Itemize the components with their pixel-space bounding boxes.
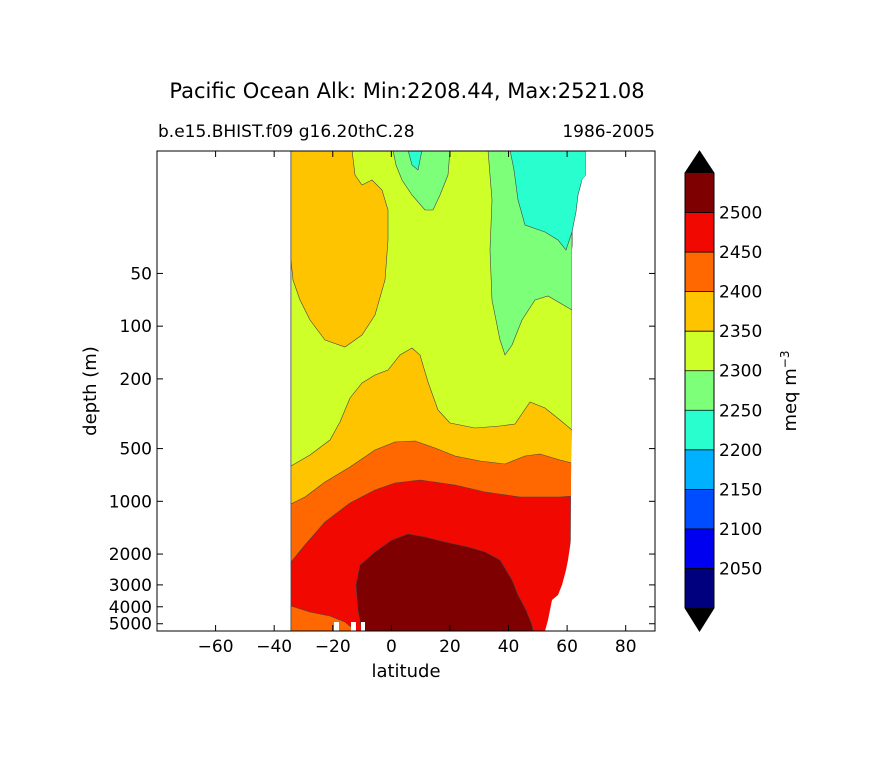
y-tick-label: 3000 (109, 576, 152, 596)
contour-band-2250-2300-small (392, 151, 451, 211)
colorbar: 2050 2100 2150 2200 2250 2300 2350 2400 2450 2500 (684, 150, 762, 632)
contour-band-2400-2450-bottom (290, 605, 357, 631)
colorbar-swatch (685, 410, 714, 450)
colorbar-swatch (685, 173, 714, 213)
colorbar-tick-label: 2250 (719, 401, 762, 421)
colorbar-extend-min (685, 608, 714, 631)
colorbar-swatch (685, 370, 714, 411)
colorbar-tick-label: 2400 (719, 283, 762, 303)
colorbar-label-exponent: −3 (778, 351, 792, 369)
colorbar-swatch (685, 449, 714, 490)
colorbar-tick-label: 2200 (719, 441, 762, 461)
x-tick-label: 60 (556, 637, 578, 657)
y-tick-label: 5000 (109, 615, 152, 635)
x-axis-ticks: −60 −40 −20 0 20 40 60 80 (198, 151, 637, 657)
colorbar-label: meq m−3 (778, 351, 801, 432)
x-tick-label: −40 (256, 637, 292, 657)
colorbar-tick-label: 2500 (719, 204, 762, 224)
contour-band-2200-2250-small (407, 151, 423, 171)
colorbar-swatch (685, 252, 714, 292)
y-tick-label: 50 (130, 264, 152, 284)
colorbar-swatch (685, 489, 714, 529)
colorbar-tick-label: 2450 (719, 243, 762, 263)
x-tick-label: −20 (315, 637, 351, 657)
seafloor-gap-1 (334, 622, 339, 631)
y-tick-label: 500 (120, 440, 152, 460)
colorbar-swatch (685, 528, 714, 569)
colorbar-swatch (685, 212, 714, 253)
colorbar-swatch (685, 291, 714, 332)
colorbar-tick-label: 2050 (719, 559, 762, 579)
y-tick-label: 100 (120, 317, 152, 337)
chart-title: Pacific Ocean Alk: Min:2208.44, Max:2521… (169, 79, 644, 103)
colorbar-tick-label: 2350 (719, 322, 762, 342)
svg-text:meq m−3: meq m−3 (778, 351, 801, 432)
x-axis-label: latitude (371, 661, 440, 682)
contour-field (290, 151, 655, 631)
colorbar-tick-label: 2100 (719, 520, 762, 540)
y-tick-label: 2000 (109, 545, 152, 565)
colorbar-swatch (685, 568, 714, 608)
contour-band-2350-2400-upper (290, 151, 389, 348)
colorbar-swatch (685, 331, 714, 371)
contour-band-2500-2550 (355, 533, 534, 631)
colorbar-tick-label: 2150 (719, 480, 762, 500)
x-tick-label: −60 (198, 637, 234, 657)
colorbar-tick-label: 2300 (719, 362, 762, 382)
x-tick-label: 20 (439, 637, 461, 657)
chart-subtitle-left: b.e15.BHIST.f09 g16.20thC.28 (158, 122, 415, 142)
seafloor-gap-2 (351, 622, 356, 631)
seafloor-gap-3 (361, 622, 365, 631)
y-axis-label: depth (m) (80, 346, 101, 436)
contour-band-2200-2250 (509, 151, 587, 251)
colorbar-outline (684, 150, 715, 632)
colorbar-label-text: meq m (780, 368, 801, 431)
seafloor-right-step (545, 151, 655, 631)
x-tick-label: 80 (615, 637, 637, 657)
x-tick-label: 40 (498, 637, 520, 657)
y-tick-label: 1000 (109, 492, 152, 512)
y-tick-label: 4000 (109, 598, 152, 618)
chart-subtitle-right: 1986-2005 (562, 122, 655, 142)
y-tick-label: 200 (120, 370, 152, 390)
colorbar-extend-max (685, 151, 714, 173)
x-tick-label: 0 (386, 637, 397, 657)
plot-frame (156, 150, 656, 632)
